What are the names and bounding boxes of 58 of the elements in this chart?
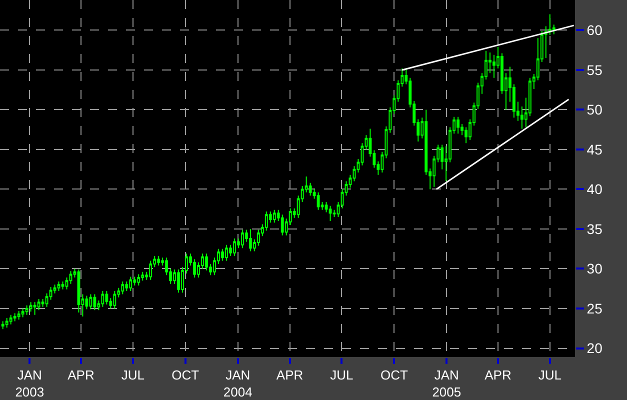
y-tick-label: 60 [586, 22, 603, 38]
candlestick [149, 260, 152, 280]
candlestick [77, 269, 80, 313]
candlestick [456, 116, 460, 134]
x-tick-label: JAN 2003 [15, 368, 44, 400]
candlestick [177, 269, 180, 294]
y-tick-label: 45 [586, 141, 603, 158]
x-tick-label: APR [68, 368, 94, 383]
x-tick-label: JUL [330, 368, 354, 383]
candlestick [224, 244, 228, 262]
candlestick [316, 192, 320, 210]
candlestick [548, 14, 552, 36]
y-tick-label: 50 [586, 102, 603, 118]
candlestick [272, 209, 276, 224]
candlestick [121, 280, 124, 295]
candlestick [33, 302, 36, 316]
y-tick-label: 25 [586, 300, 603, 316]
y-tick-label: 35 [586, 220, 603, 237]
candlestick [13, 312, 16, 322]
candlestick [137, 274, 140, 286]
candlestick [25, 304, 28, 316]
x-tick-label: JUL [538, 368, 562, 383]
candlestick [29, 302, 32, 312]
candlestick [101, 290, 104, 308]
x-tick-label: JAN 2005 [432, 368, 462, 400]
candlestick [93, 294, 96, 311]
candlestick [240, 229, 244, 249]
candlestick [21, 308, 24, 318]
candlestick [157, 256, 160, 266]
x-tick-label: OCT [172, 368, 200, 383]
candlestick [17, 310, 20, 320]
y-tick-label: 20 [586, 340, 603, 356]
y-tick-label: 30 [586, 260, 603, 277]
candlestick [328, 205, 332, 222]
candlestick [232, 238, 236, 257]
candlestick [205, 253, 208, 271]
x-tick-label: OCT [380, 368, 408, 383]
candlestick [220, 248, 224, 262]
candlestick [280, 214, 284, 236]
x-tick-label: JAN 2004 [223, 368, 252, 400]
y-tick-label: 40 [586, 181, 603, 198]
candlestick [113, 290, 116, 309]
candlestick [141, 271, 144, 282]
candlestick [37, 298, 40, 311]
candlestick [544, 26, 548, 59]
candlestick [105, 290, 108, 306]
candlestick [9, 314, 12, 325]
candlestick [57, 280, 60, 292]
candlestick [89, 294, 92, 310]
x-tick-label: JUL [121, 368, 144, 383]
candlestick [248, 228, 252, 252]
x-tick-label: APR [276, 368, 304, 383]
candlestick [125, 280, 128, 292]
candlestick [129, 276, 132, 292]
candlestick [61, 280, 64, 290]
y-tick-label: 55 [586, 62, 603, 78]
candlestick [5, 318, 8, 328]
x-tick-label: APR [484, 368, 512, 383]
